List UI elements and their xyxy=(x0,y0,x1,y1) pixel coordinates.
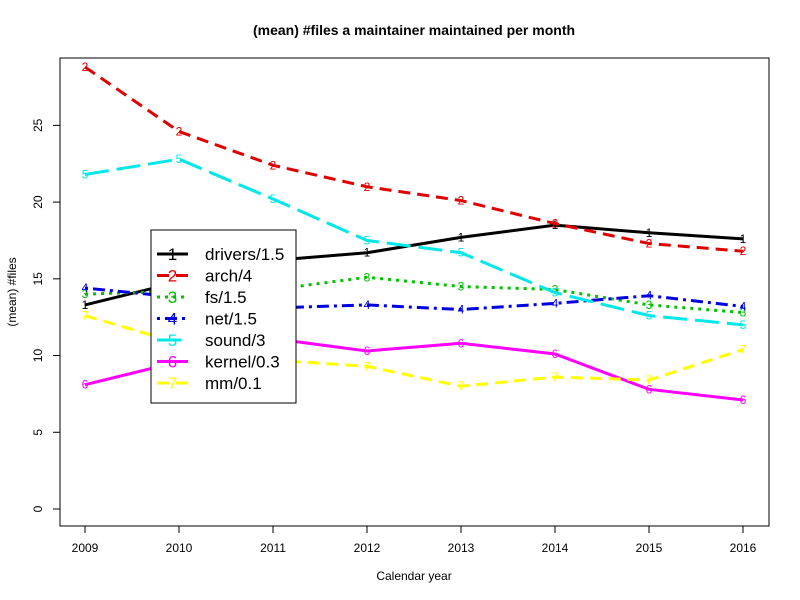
legend-item: 7 mm/0.1 xyxy=(157,374,262,393)
data-point-marker: 2 xyxy=(270,158,277,172)
data-point-marker: 6 xyxy=(646,382,653,396)
legend-item: 4 net/1.5 xyxy=(157,310,257,329)
y-tick-label: 5 xyxy=(31,429,45,436)
legend-marker: 7 xyxy=(168,374,177,393)
series-line xyxy=(84,157,744,327)
series-line xyxy=(84,314,744,388)
y-tick-label: 25 xyxy=(31,118,45,132)
data-point-marker: 7 xyxy=(646,373,653,387)
data-point-marker: 7 xyxy=(458,379,465,393)
data-point-marker: 4 xyxy=(458,303,465,317)
chart-title: (mean) #files a maintainer maintained pe… xyxy=(253,22,575,38)
data-point-marker: 5 xyxy=(552,286,559,300)
data-point-marker: 5 xyxy=(176,152,183,166)
data-point-marker: 3 xyxy=(646,298,653,312)
y-axis: 0 5 10 15 20 25 xyxy=(31,118,61,512)
x-axis: 2009 2010 2011 2012 2013 2014 2015 2016 xyxy=(72,525,757,555)
legend-item: 1 drivers/1.5 xyxy=(157,245,284,264)
data-point-marker: 6 xyxy=(740,393,747,407)
legend-label: drivers/1.5 xyxy=(205,245,284,264)
series-line xyxy=(84,275,744,315)
data-point-marker: 2 xyxy=(740,244,747,258)
legend-label: arch/4 xyxy=(205,267,252,286)
data-point-marker: 1 xyxy=(740,232,747,246)
data-point-marker: 1 xyxy=(364,246,371,260)
data-point-marker: 4 xyxy=(82,281,89,295)
x-tick-label: 2014 xyxy=(542,541,569,555)
data-point-marker: 4 xyxy=(646,289,653,303)
x-tick-label: 2009 xyxy=(72,541,99,555)
data-point-marker: 2 xyxy=(646,237,653,251)
legend-item: 3 fs/1.5 xyxy=(157,288,247,307)
data-point-marker: 3 xyxy=(552,283,559,297)
legend-box xyxy=(150,229,297,404)
y-axis-label: (mean) #files xyxy=(5,257,19,326)
legend-marker: 3 xyxy=(168,288,177,307)
data-point-marker: 1 xyxy=(646,226,653,240)
legend-label: fs/1.5 xyxy=(205,288,247,307)
legend-marker: 5 xyxy=(168,331,177,350)
data-point-marker: 7 xyxy=(552,370,559,384)
x-tick-label: 2011 xyxy=(260,541,286,555)
data-point-marker: 3 xyxy=(740,306,747,320)
series-2: 2 2 2 2 2 2 2 2 xyxy=(82,60,747,258)
series-5: 5 5 5 5 5 5 5 5 xyxy=(82,152,747,332)
data-point-marker: 7 xyxy=(364,359,371,373)
x-tick-label: 2010 xyxy=(166,541,193,555)
legend-label: sound/3 xyxy=(205,331,266,350)
x-tick-label: 2012 xyxy=(354,541,381,555)
data-point-marker: 2 xyxy=(176,125,183,139)
data-point-marker: 6 xyxy=(458,336,465,350)
data-point-marker: 4 xyxy=(552,296,559,310)
x-tick-label: 2013 xyxy=(448,541,475,555)
data-point-marker: 6 xyxy=(364,344,371,358)
data-point-marker: 4 xyxy=(740,299,747,313)
legend-item: 2 arch/4 xyxy=(157,267,252,286)
data-point-marker: 2 xyxy=(82,60,89,74)
legend-item: 5 sound/3 xyxy=(157,331,266,350)
legend: 1 drivers/1.5 2 arch/4 3 fs/1.5 4 net/1.5 5 sound… xyxy=(150,229,297,404)
data-point-marker: 3 xyxy=(458,280,465,294)
legend-label: mm/0.1 xyxy=(205,374,262,393)
x-tick-label: 2016 xyxy=(730,541,757,555)
data-point-marker: 2 xyxy=(552,217,559,231)
data-point-marker: 2 xyxy=(458,194,465,208)
data-point-marker: 5 xyxy=(646,309,653,323)
data-point-marker: 5 xyxy=(458,246,465,260)
legend-label: net/1.5 xyxy=(205,310,257,329)
data-point-marker: 1 xyxy=(458,230,465,244)
data-point-marker: 5 xyxy=(364,233,371,247)
data-point-marker: 5 xyxy=(740,318,747,332)
data-point-marker: 2 xyxy=(364,180,371,194)
series-line xyxy=(84,65,744,253)
legend-marker: 4 xyxy=(168,310,177,329)
legend-item: 6 kernel/0.3 xyxy=(157,353,280,372)
legend-label: kernel/0.3 xyxy=(205,353,280,372)
data-point-marker: 1 xyxy=(82,298,89,312)
data-point-marker: 6 xyxy=(82,378,89,392)
y-tick-label: 20 xyxy=(31,195,45,209)
data-point-marker: 7 xyxy=(82,309,89,323)
x-axis-label: Calendar year xyxy=(376,569,451,583)
y-tick-label: 10 xyxy=(31,349,45,363)
legend-marker: 1 xyxy=(168,245,177,264)
y-tick-label: 0 xyxy=(31,505,45,512)
y-tick-label: 15 xyxy=(31,272,45,286)
data-point-marker: 5 xyxy=(270,192,277,206)
data-point-marker: 3 xyxy=(82,287,89,301)
x-tick-label: 2015 xyxy=(636,541,663,555)
data-point-marker: 3 xyxy=(364,270,371,284)
data-point-marker: 7 xyxy=(740,342,747,356)
legend-marker: 6 xyxy=(168,353,177,372)
data-point-marker: 6 xyxy=(552,347,559,361)
data-point-marker: 4 xyxy=(364,298,371,312)
legend-marker: 2 xyxy=(168,267,177,286)
data-point-marker: 5 xyxy=(82,167,89,181)
